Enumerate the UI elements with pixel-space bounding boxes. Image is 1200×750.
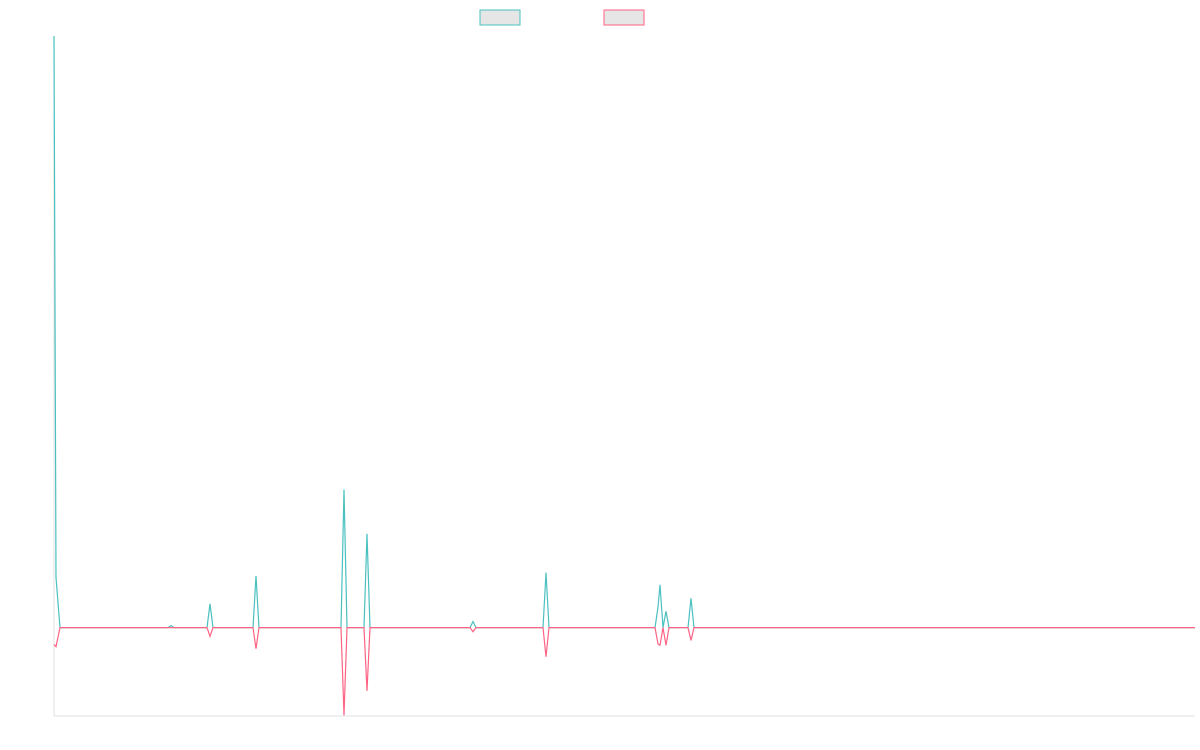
series-line <box>53 35 1195 629</box>
legend-swatch[interactable] <box>603 9 645 26</box>
legend-swatch[interactable] <box>479 9 521 26</box>
series-line <box>53 627 1195 716</box>
